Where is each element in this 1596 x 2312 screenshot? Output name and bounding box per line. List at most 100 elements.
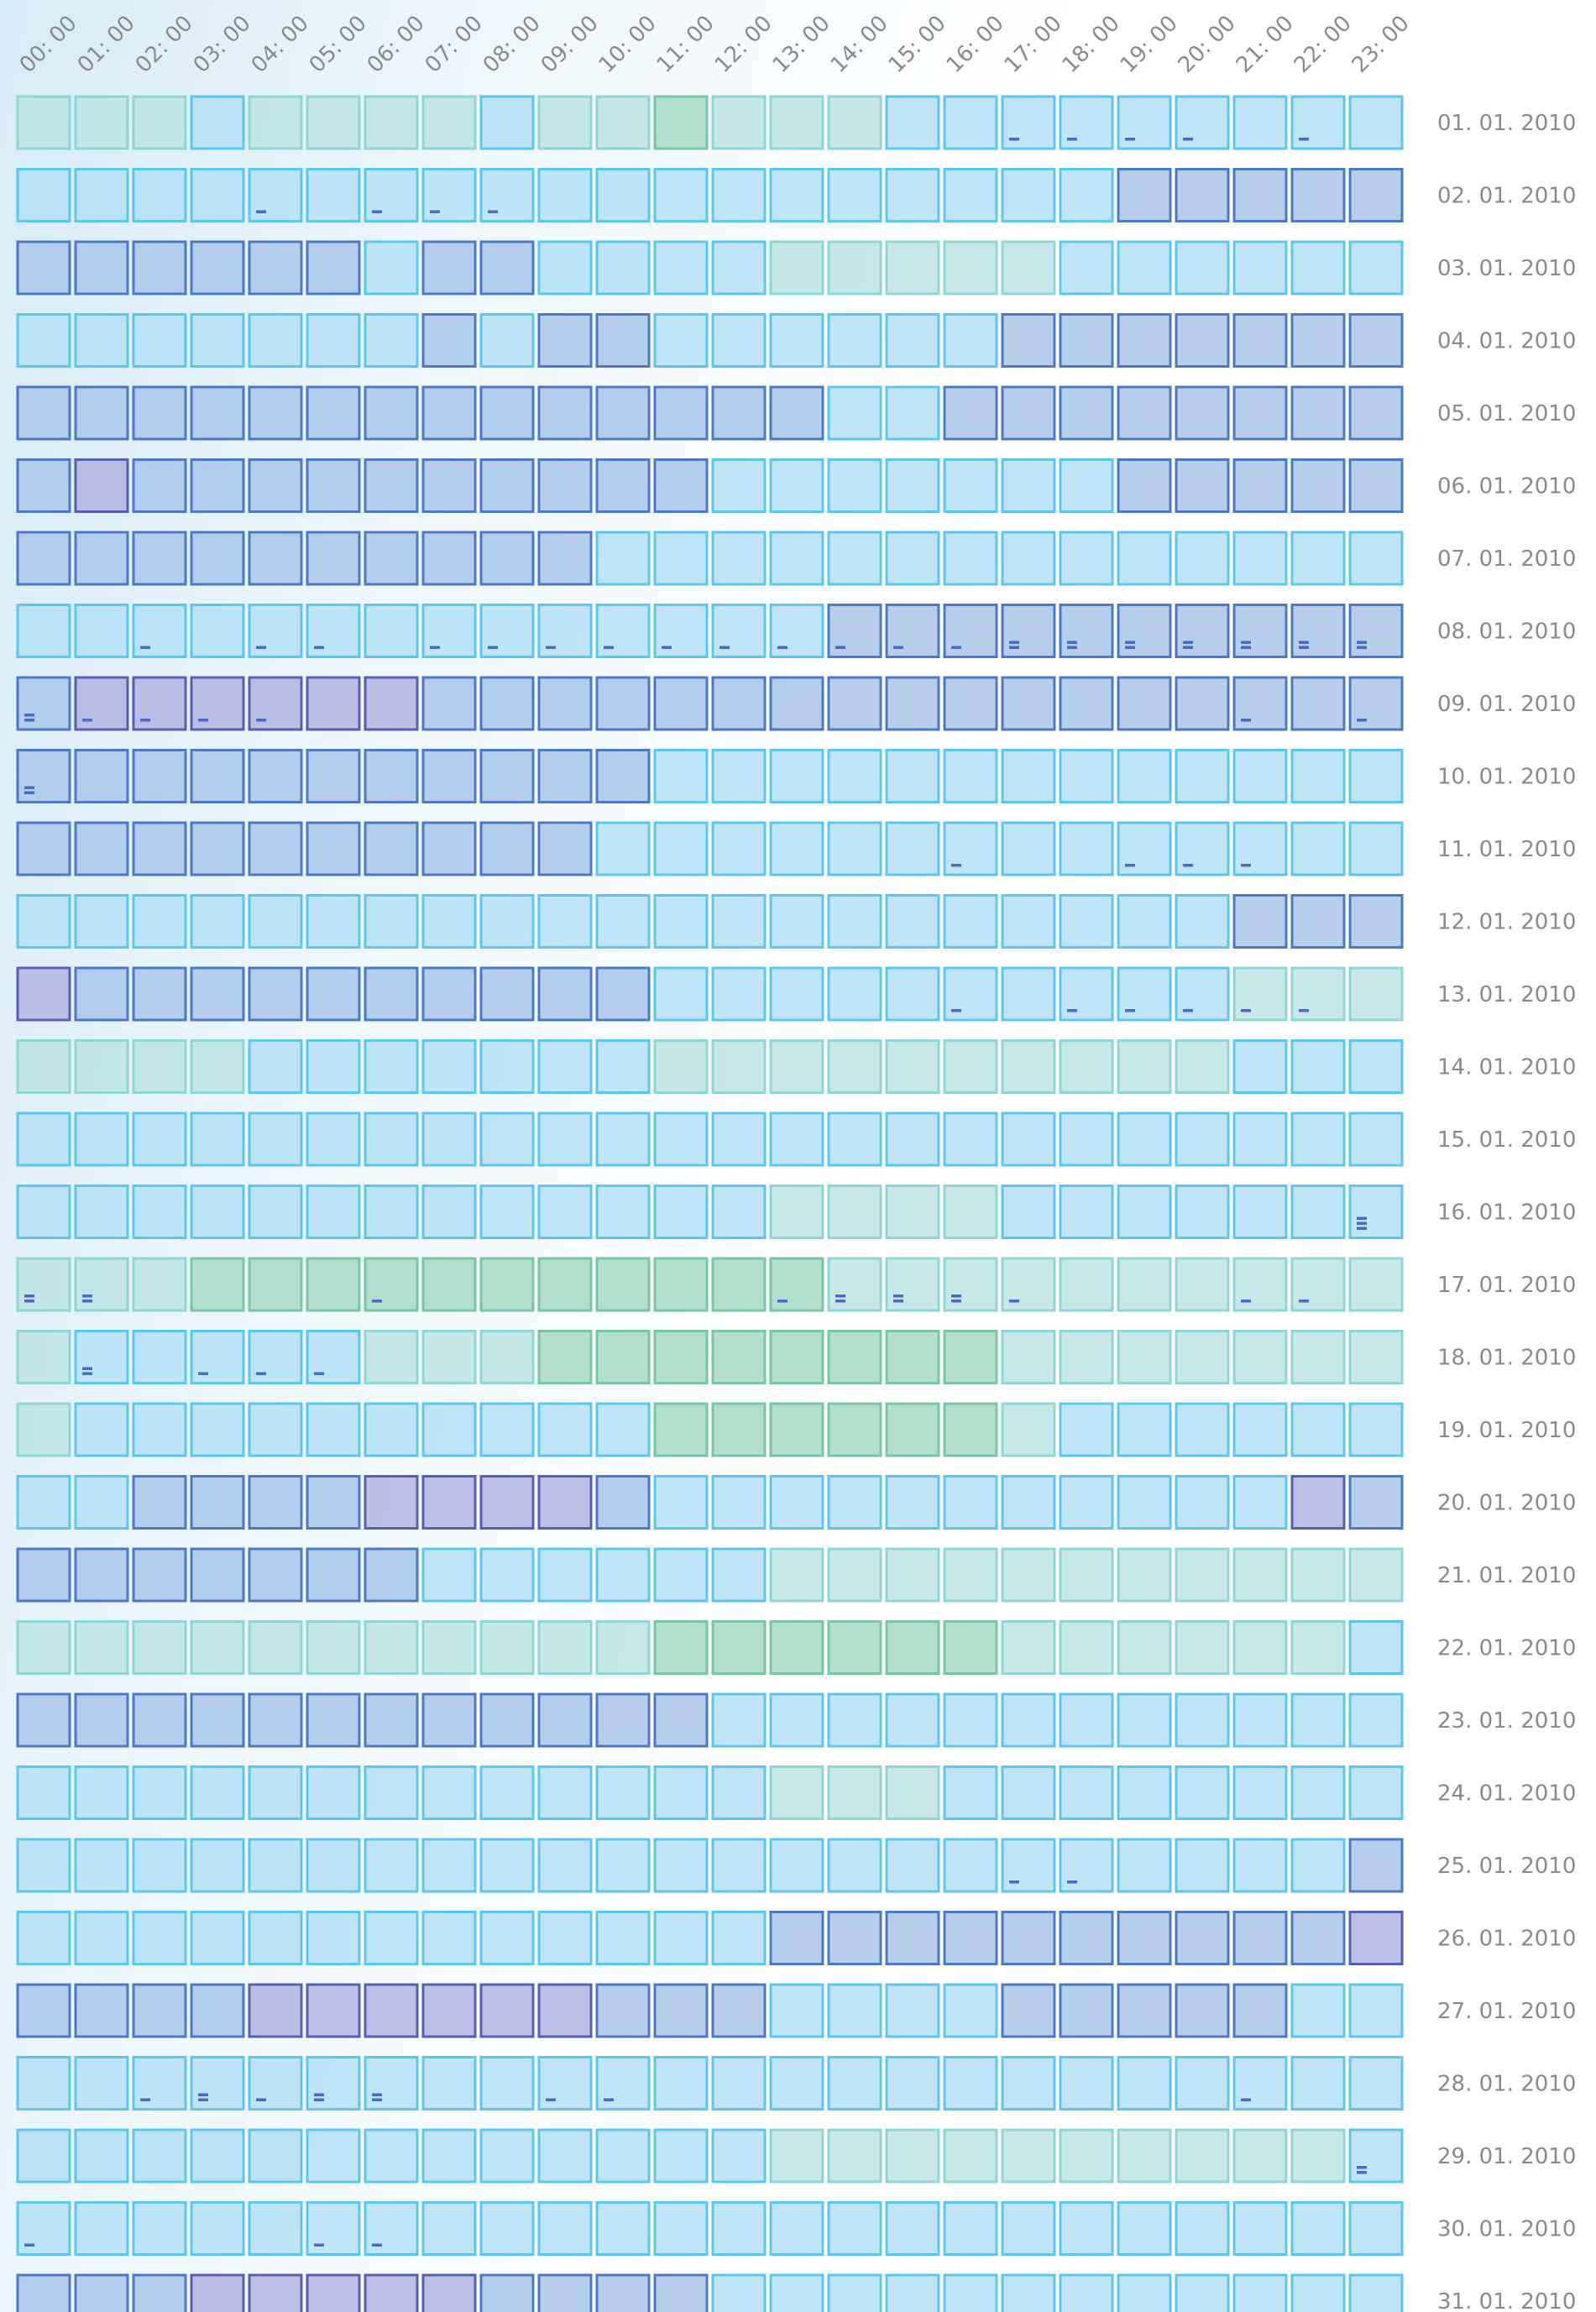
cell [133,2275,186,2312]
cell [655,315,707,367]
cell [1118,460,1170,512]
y-tick-label: 23. 01. 2010 [1437,1708,1576,1734]
cell [887,2130,939,2182]
cell [655,2275,707,2312]
cell [1060,2130,1112,2182]
dash [951,1295,961,1298]
dash [777,1300,788,1303]
cell [945,460,997,512]
cell [1176,1113,1228,1165]
cell [133,1839,186,1891]
cell [829,1767,881,1819]
cell [1002,2058,1054,2110]
cell [829,1622,881,1674]
y-tick-label: 12. 01. 2010 [1437,910,1576,935]
cell [887,2058,939,2110]
cell [1350,751,1402,803]
x-tick-label: 09: 00 [536,11,604,78]
dash [256,2099,266,2102]
cell [249,751,301,803]
cell [76,1477,128,1529]
cell [655,1839,707,1891]
cell [1002,387,1054,439]
cell [249,1912,301,1964]
cell [713,1912,765,1964]
cell [887,1912,939,1964]
cell [655,2203,707,2255]
cell [423,751,475,803]
cell [597,1331,649,1384]
cell [1118,1622,1170,1674]
cell [597,1767,649,1819]
cell [887,1041,939,1093]
cell [307,1985,359,2037]
cell [365,1331,417,1384]
cell [945,1767,997,1819]
cell [481,1477,533,1529]
cell [1350,460,1402,512]
cell [191,315,243,367]
cell [887,1186,939,1238]
dash [430,211,440,214]
cell [829,1912,881,1964]
cell [887,1549,939,1601]
cell [829,605,881,657]
dash [256,646,266,650]
cell [771,677,823,730]
dash [1241,719,1251,722]
cell [1350,1477,1402,1529]
cell [249,677,301,730]
cell [1350,2203,1402,2255]
cell [249,1549,301,1601]
cell [655,1477,707,1529]
cell [945,1331,997,1384]
cell [76,2275,128,2312]
cell [655,1331,707,1384]
cell [1118,1985,1170,2037]
dash [951,864,961,867]
cell [945,1985,997,2037]
cell [1292,2130,1344,2182]
cell [249,1331,301,1384]
cell [1118,605,1170,657]
cell [1292,2275,1344,2312]
cell [1002,315,1054,367]
cell [307,605,359,657]
dash [1125,1009,1135,1012]
cell [655,896,707,948]
cell [1292,823,1344,875]
cell [945,2058,997,2110]
cell [1176,387,1228,439]
cell [713,170,765,222]
cell [771,896,823,948]
cell [1118,2130,1170,2182]
cell [829,1041,881,1093]
cell [539,532,591,584]
cell [133,387,186,439]
cell [191,387,243,439]
cell [1002,242,1054,294]
cell [597,460,649,512]
cell [887,1839,939,1891]
cell [655,677,707,730]
dash [1357,2166,1367,2169]
cell [771,1258,823,1310]
cell [76,2203,128,2255]
dash [372,2094,382,2097]
cell [481,387,533,439]
cell [1292,1549,1344,1601]
cell [771,1912,823,1964]
cell [1060,823,1112,875]
cell [249,242,301,294]
cell [1350,1331,1402,1384]
dash [835,1300,845,1303]
cell [423,2203,475,2255]
cell [1118,1694,1170,1746]
cell [249,1113,301,1165]
cell [76,968,128,1020]
cell [1350,1839,1402,1891]
cell [191,1985,243,2037]
cell [539,315,591,367]
cell [18,823,70,875]
cell [18,532,70,584]
